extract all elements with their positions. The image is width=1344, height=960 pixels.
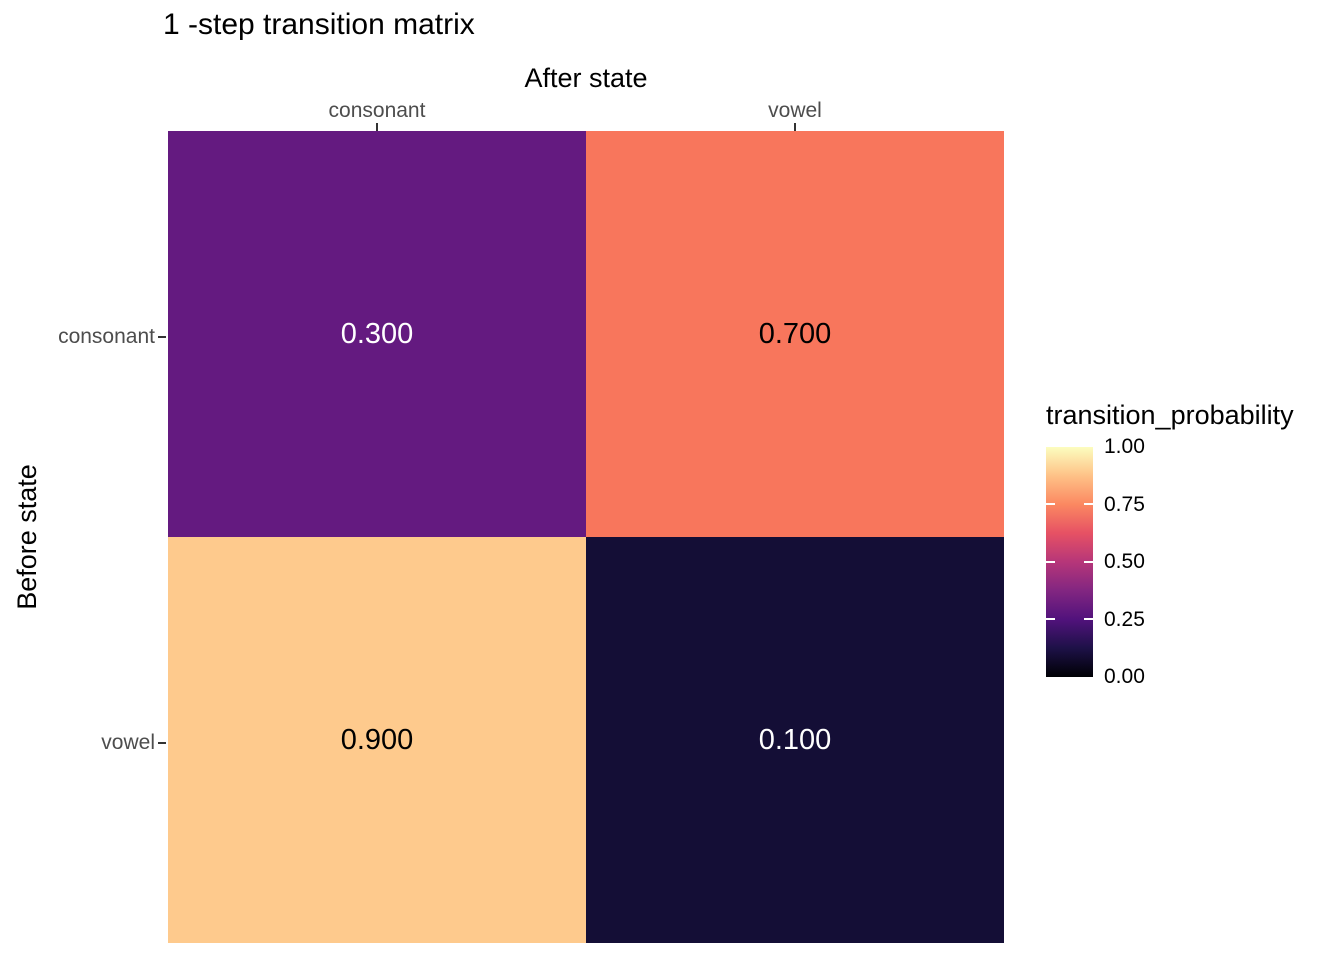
y-tick-label-vowel: vowel [101, 731, 155, 754]
heatmap-panel: 0.300 0.700 0.900 0.100 [168, 131, 1004, 943]
legend-tick-label: 0.00 [1104, 665, 1145, 688]
colorbar-tick-mark [1046, 618, 1055, 620]
heatmap-cell-consonant-vowel: 0.700 [586, 131, 1004, 537]
legend-tick-label: 0.25 [1104, 608, 1145, 631]
y-axis-tick-mark [158, 742, 166, 744]
legend-tick-label: 0.75 [1104, 493, 1145, 516]
colorbar-tick-mark [1084, 503, 1093, 505]
legend-tick-label: 1.00 [1104, 435, 1145, 458]
heatmap-cell-consonant-consonant: 0.300 [168, 131, 586, 537]
cell-value: 0.100 [758, 723, 832, 756]
legend-title: transition_probability [1046, 400, 1294, 430]
plot-title: 1 -step transition matrix [163, 8, 475, 41]
cell-value: 0.700 [758, 317, 832, 350]
x-tick-label-vowel: vowel [768, 99, 822, 122]
y-axis-tick-mark [158, 336, 166, 338]
x-axis-tick-mark [794, 123, 796, 131]
colorbar-tick-mark [1046, 561, 1055, 563]
colorbar-tick-mark [1084, 561, 1093, 563]
legend: transition_probability 1.00 0.75 0.50 0.… [1038, 398, 1344, 698]
colorbar-tick-mark [1046, 503, 1055, 505]
y-tick-label-consonant: consonant [58, 325, 155, 348]
cell-value: 0.300 [340, 317, 414, 350]
colorbar-tick-mark [1084, 618, 1093, 620]
heatmap-cell-vowel-vowel: 0.100 [586, 537, 1004, 943]
y-axis-title: Before state [12, 464, 42, 610]
x-tick-label-consonant: consonant [328, 99, 426, 122]
cell-value: 0.900 [340, 723, 414, 756]
x-axis-title: After state [524, 63, 648, 93]
heatmap-cell-vowel-consonant: 0.900 [168, 537, 586, 943]
legend-tick-label: 0.50 [1104, 550, 1145, 573]
x-axis-tick-mark [376, 123, 378, 131]
legend-colorbar [1046, 447, 1093, 677]
